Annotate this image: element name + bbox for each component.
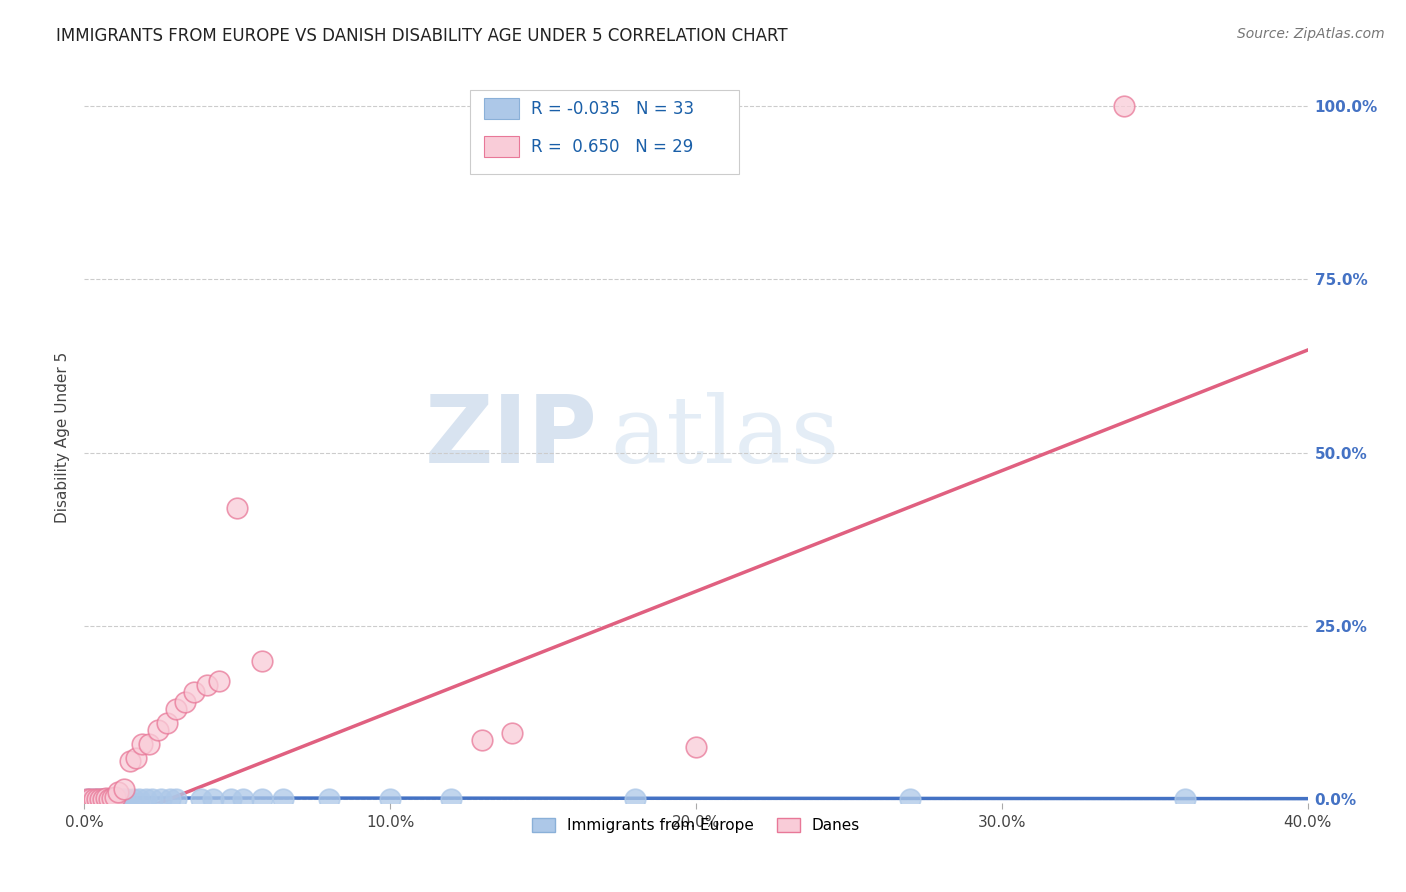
Point [201,791,224,805]
Point [107,785,129,799]
Point [128,791,150,805]
Point [471,733,494,747]
Point [125,750,148,764]
Point [86,791,108,805]
Point [91,791,114,805]
Point [94,791,117,805]
Point [101,791,124,805]
Point [183,685,205,699]
Point [94,791,117,805]
Point [120,754,142,768]
Point [101,791,124,805]
Point [624,791,647,805]
Point [195,678,218,692]
Point [79,791,101,805]
Point [250,791,273,805]
Text: R = -0.035   N = 33: R = -0.035 N = 33 [531,100,695,118]
Point [115,791,138,805]
Point [79,791,101,805]
Point [219,791,242,805]
Point [318,791,340,805]
Point [91,791,114,805]
Text: atlas: atlas [610,392,839,482]
Point [104,790,127,805]
Point [97,791,120,805]
Point [165,791,187,805]
Point [83,791,105,805]
Point [440,791,463,805]
Text: R =  0.650   N = 29: R = 0.650 N = 29 [531,137,693,156]
Text: ZIP: ZIP [425,391,598,483]
Point [208,674,231,689]
Point [502,726,524,740]
Point [141,791,163,805]
Point [165,702,187,716]
Point [174,695,197,709]
Point [89,791,111,805]
Y-axis label: Disability Age Under 5: Disability Age Under 5 [55,351,70,523]
Point [110,791,132,805]
Point [135,791,157,805]
Point [76,791,98,805]
Point [159,791,181,805]
Point [146,723,169,737]
Point [149,791,172,805]
Point [112,791,135,805]
Text: Source: ZipAtlas.com: Source: ZipAtlas.com [1237,27,1385,41]
Point [898,791,921,805]
Point [156,716,179,731]
Point [112,781,135,796]
Point [1174,791,1197,805]
Point [97,791,120,805]
Point [190,791,212,805]
Point [1114,99,1136,113]
Point [250,654,273,668]
Point [226,501,249,516]
Point [83,791,105,805]
Legend: Immigrants from Europe, Danes: Immigrants from Europe, Danes [526,812,866,839]
Point [76,791,98,805]
Point [122,791,145,805]
Point [685,740,707,755]
Text: IMMIGRANTS FROM EUROPE VS DANISH DISABILITY AGE UNDER 5 CORRELATION CHART: IMMIGRANTS FROM EUROPE VS DANISH DISABIL… [56,27,787,45]
Point [232,791,254,805]
Point [131,737,153,751]
Bar [484,98,519,119]
Point [138,737,160,751]
Bar [484,136,519,157]
Point [86,791,108,805]
Point [380,791,402,805]
FancyBboxPatch shape [470,90,738,174]
Point [107,791,129,805]
Point [89,791,111,805]
Point [104,791,127,805]
Point [271,791,294,805]
